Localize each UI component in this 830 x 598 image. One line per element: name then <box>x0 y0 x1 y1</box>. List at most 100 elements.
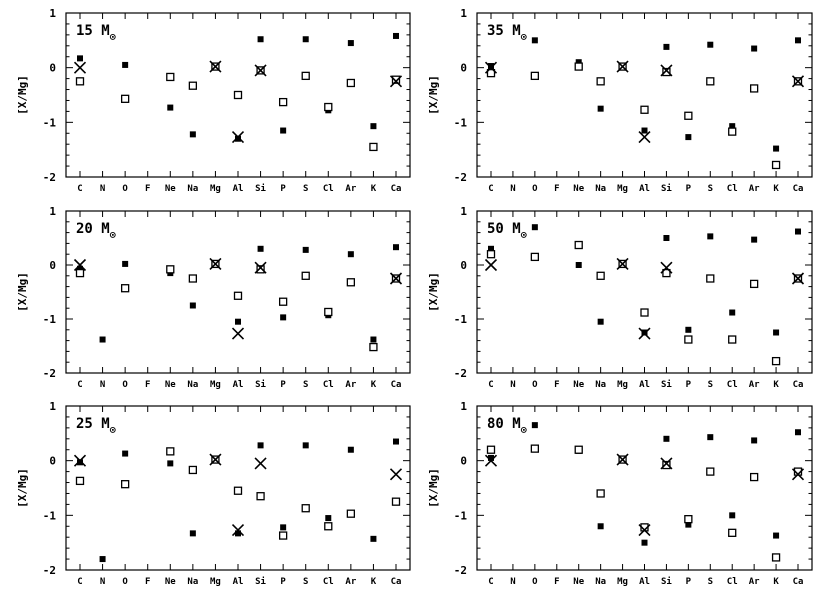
y-tick-label: -1 <box>43 509 57 522</box>
filled-point-Cl <box>729 123 736 130</box>
filled-point-Si <box>663 235 670 241</box>
x-tick-label-Mg: Mg <box>210 577 221 587</box>
open-point-Si <box>256 265 265 274</box>
cross-point-Ca <box>389 272 403 285</box>
y-tick-label: 0 <box>460 259 467 272</box>
filled-point-Si <box>257 442 264 449</box>
cross-point-C <box>484 258 498 272</box>
cross-point-C <box>73 61 87 74</box>
panel-title: 15 M⊙ <box>76 23 116 43</box>
filled-point-Ca <box>393 244 399 251</box>
open-point-Ca <box>391 75 401 84</box>
x-tick-label-N: N <box>100 577 105 587</box>
x-tick-label-Ne: Ne <box>573 184 584 194</box>
open-point-Na <box>188 465 198 475</box>
filled-point-K <box>773 329 780 336</box>
open-point-P <box>278 297 288 306</box>
filled-point-Ca <box>795 228 801 235</box>
x-tick-label-Cl: Cl <box>323 577 334 587</box>
filled-point-N <box>99 336 106 343</box>
filled-point-Cl <box>729 309 736 316</box>
filled-point-S <box>302 36 309 43</box>
open-point-S <box>301 504 310 513</box>
open-point-Cl <box>728 528 737 537</box>
open-point-C <box>486 445 496 454</box>
filled-point-Al <box>641 539 648 546</box>
x-tick-label-O: O <box>122 380 128 390</box>
open-point-Na <box>596 77 605 86</box>
filled-point-Ar <box>347 446 354 453</box>
x-tick-label-Na: Na <box>595 184 606 194</box>
x-tick-label-Si: Si <box>255 183 266 194</box>
y-axis-label: [X/Mg] <box>16 272 29 312</box>
cross-point-Mg <box>209 257 222 270</box>
open-point-Ar <box>346 509 356 518</box>
y-tick-label: 0 <box>49 62 56 75</box>
x-tick-label-F: F <box>145 380 150 390</box>
x-tick-label-Ar: Ar <box>749 184 760 194</box>
x-tick-label-Ca: Ca <box>391 184 402 194</box>
open-point-Na <box>596 271 605 280</box>
open-point-Na <box>188 81 198 90</box>
cross-point-Mg <box>616 257 629 270</box>
cross-point-Al <box>638 131 651 144</box>
open-point-Al <box>640 308 649 317</box>
y-tick-label: -1 <box>454 313 468 326</box>
x-tick-label-O: O <box>532 380 538 390</box>
x-tick-label-Ne: Ne <box>165 380 176 390</box>
y-tick-label: -1 <box>454 509 468 522</box>
x-tick-label-Al: Al <box>233 184 244 194</box>
filled-point-Si <box>257 36 264 43</box>
filled-point-Na <box>189 530 196 537</box>
x-tick-label-Ne: Ne <box>573 380 584 390</box>
open-point-C <box>486 68 496 78</box>
y-tick-label: 1 <box>460 7 467 20</box>
cross-point-Al <box>231 131 245 144</box>
x-tick-label-Cl: Cl <box>727 380 738 390</box>
x-tick-label-Si: Si <box>255 576 266 587</box>
filled-point-K <box>370 535 377 542</box>
filled-point-Ar <box>751 236 758 243</box>
cross-point-Mg <box>616 60 629 73</box>
x-tick-label-F: F <box>145 184 150 194</box>
cross-point-Ca <box>791 75 805 88</box>
y-tick-label: 0 <box>49 455 56 468</box>
open-point-P <box>684 111 693 120</box>
filled-point-Ar <box>347 251 354 258</box>
filled-point-Ne <box>575 262 582 268</box>
x-tick-label-Ca: Ca <box>391 380 402 390</box>
panel-title: 50 M⊙ <box>487 221 527 241</box>
filled-point-Ne <box>575 59 582 66</box>
x-tick-label-Si: Si <box>255 379 266 390</box>
x-tick-label-N: N <box>510 380 515 390</box>
x-tick-label-S: S <box>708 184 713 194</box>
cross-point-Al <box>231 327 245 340</box>
open-point-Ne <box>166 265 175 274</box>
filled-point-O <box>531 37 538 44</box>
x-tick-label-Ar: Ar <box>345 577 356 587</box>
y-tick-label: 1 <box>49 205 56 218</box>
filled-point-O <box>531 224 538 231</box>
x-tick-label-Al: Al <box>639 184 650 194</box>
cross-point-Al <box>231 524 245 537</box>
cross-point-C <box>484 454 498 467</box>
filled-point-P <box>280 524 287 531</box>
x-tick-label-Ca: Ca <box>391 577 402 587</box>
cross-point-C <box>484 61 498 74</box>
x-tick-label-S: S <box>708 380 713 390</box>
filled-point-Si <box>663 435 670 442</box>
filled-point-Al <box>235 135 241 142</box>
panel-title: 80 M⊙ <box>487 416 527 436</box>
x-tick-label-Ar: Ar <box>345 380 356 390</box>
open-point-S <box>706 467 715 476</box>
open-point-O <box>120 284 130 293</box>
y-axis-label: [X/Mg] <box>16 468 29 508</box>
panel-title: 20 M⊙ <box>76 221 116 241</box>
open-point-S <box>706 77 715 86</box>
x-tick-label-N: N <box>510 184 515 194</box>
panel-25: 1 0 -1 -2 C N O F Ne Na Mg Al Si P S Cl Ar K Ca [X/Mg] 25 M⊙ <box>16 400 411 587</box>
x-tick-label-Mg: Mg <box>617 380 628 390</box>
x-tick-label-C: C <box>488 380 493 390</box>
x-tick-label-N: N <box>510 577 515 587</box>
x-tick-label-F: F <box>554 577 559 587</box>
